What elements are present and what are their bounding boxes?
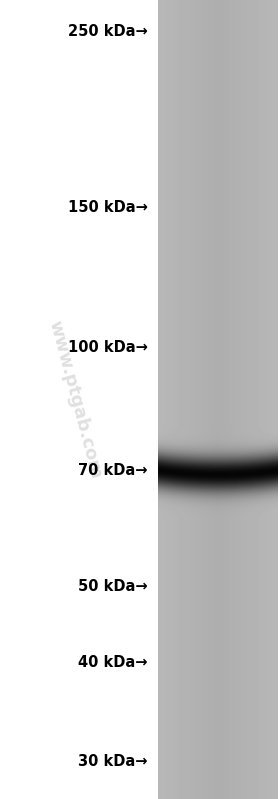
Text: 150 kDa→: 150 kDa→ <box>68 201 148 216</box>
Text: 100 kDa→: 100 kDa→ <box>68 340 148 355</box>
Text: 40 kDa→: 40 kDa→ <box>78 655 148 670</box>
Text: 50 kDa→: 50 kDa→ <box>78 578 148 594</box>
Text: 70 kDa→: 70 kDa→ <box>78 463 148 478</box>
Text: 30 kDa→: 30 kDa→ <box>78 754 148 769</box>
Text: 250 kDa→: 250 kDa→ <box>68 25 148 39</box>
Text: www.ptgab.com: www.ptgab.com <box>45 319 105 481</box>
